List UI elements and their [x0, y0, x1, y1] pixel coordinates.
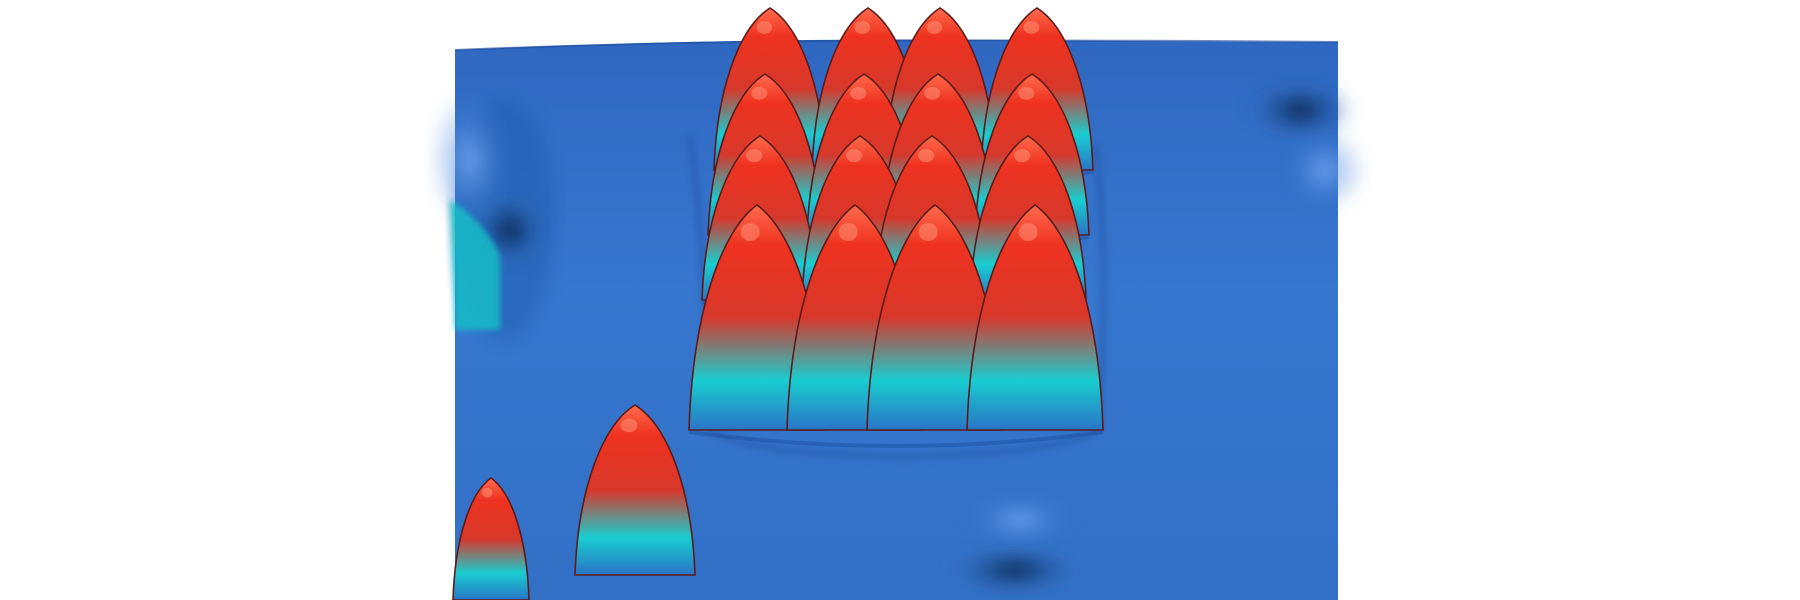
peak-r4-c3-highlight: [918, 223, 938, 241]
peak-r2-c1-highlight: [751, 86, 768, 100]
peak-r3-c1-highlight: [746, 149, 763, 163]
isolated-peak-center: [574, 404, 696, 576]
peak-r3-c2-highlight: [846, 149, 863, 163]
peak-r4-c2-highlight: [838, 223, 858, 241]
peak-grid: [688, 7, 1104, 448]
surface-shading: [430, 80, 1365, 595]
peak-r1-c2-highlight: [854, 20, 871, 34]
peak-r2-c2-highlight: [850, 86, 867, 100]
isolated-peak-left-highlight: [481, 487, 493, 498]
peak-r4-c1-highlight: [740, 223, 760, 241]
peak-r4-c4: [966, 204, 1104, 431]
peak-r4-c4-highlight: [1018, 223, 1038, 241]
peak-r2-c4-highlight: [1018, 86, 1035, 100]
isolated-peak-left: [452, 477, 530, 600]
peak-row-4-base-rim: [688, 430, 1104, 448]
isolated-peaks: [452, 404, 696, 600]
peak-r3-c3-highlight: [918, 149, 935, 163]
peak-r1-c1-highlight: [756, 20, 773, 34]
peak-r3-c4-highlight: [1014, 149, 1031, 163]
peak-r2-c3-highlight: [924, 86, 941, 100]
peak-r1-c3-highlight: [926, 20, 943, 34]
isolated-peak-center-highlight: [620, 418, 638, 433]
peak-r1-c4-highlight: [1023, 20, 1040, 34]
